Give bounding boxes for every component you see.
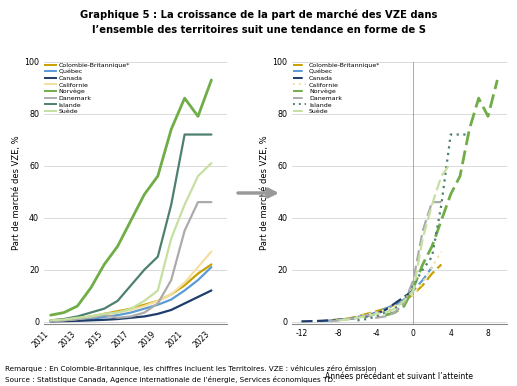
Legend: Colombie-Britannique*, Québec, Canada, Californie, Norvège, Danemark, Islande, S: Colombie-Britannique*, Québec, Canada, C…: [293, 63, 381, 114]
Text: Graphique 5 : La croissance de la part de marché des VZE dans: Graphique 5 : La croissance de la part d…: [80, 10, 437, 20]
Text: Années précédant et suivant l’atteinte: Années précédant et suivant l’atteinte: [325, 371, 474, 381]
Text: Source : Statistique Canada, Agence internationale de l’énergie, Services économ: Source : Statistique Canada, Agence inte…: [5, 376, 336, 383]
Text: l’ensemble des territoires suit une tendance en forme de S: l’ensemble des territoires suit une tend…: [92, 25, 425, 35]
Text: Remarque : En Colombie-Britannique, les chiffres incluent les Territoires. VZE :: Remarque : En Colombie-Britannique, les …: [5, 365, 376, 372]
Legend: Colombie-Britannique*, Québec, Canada, Californie, Norvège, Danemark, Islande, S: Colombie-Britannique*, Québec, Canada, C…: [44, 63, 130, 114]
Y-axis label: Part de marché des VZE, %: Part de marché des VZE, %: [12, 136, 21, 250]
Y-axis label: Part de marché des VZE, %: Part de marché des VZE, %: [261, 136, 269, 250]
